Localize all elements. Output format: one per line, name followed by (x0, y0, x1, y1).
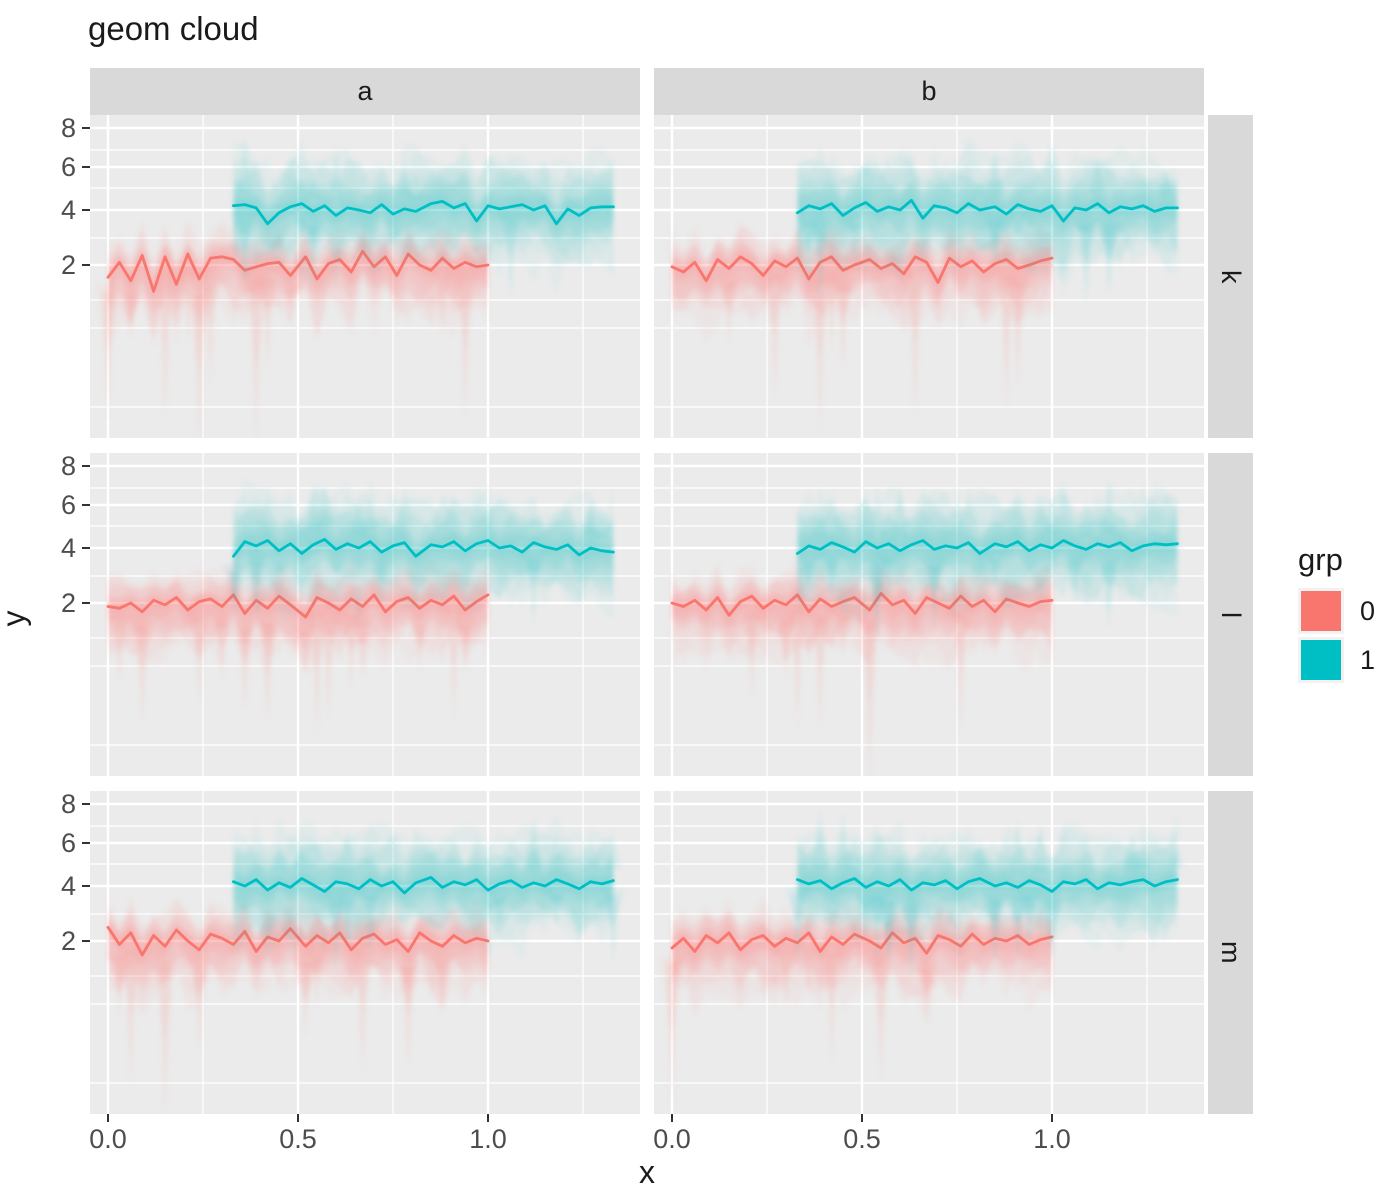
y-tick-mark (82, 547, 90, 549)
x-tick-label: 1.0 (469, 1124, 507, 1154)
x-axis-title: x (639, 1154, 655, 1190)
mean-line (795, 198, 1179, 223)
y-tick-mark (82, 940, 90, 942)
y-tick-mark (82, 166, 90, 168)
y-tick-label: 6 (60, 490, 76, 520)
cloud (784, 809, 1186, 979)
cloud (233, 814, 627, 974)
y-tick-label: 2 (60, 926, 76, 956)
panel-a-l (90, 453, 640, 776)
panel-a-l-canvas (90, 453, 640, 776)
y-tick-label: 2 (60, 250, 76, 280)
y-tick-label: 4 (60, 195, 76, 225)
y-tick-label: 4 (60, 871, 76, 901)
y-tick-label: 8 (60, 789, 76, 819)
facet-col-strip-a: a (90, 68, 640, 115)
x-tick-label: 0.5 (279, 1124, 317, 1154)
legend-entry-label-grp1: 1 (1360, 644, 1376, 675)
mean-line (231, 200, 615, 226)
x-tick-label: 1.0 (1033, 1124, 1071, 1154)
mean-line (231, 876, 615, 895)
facet-col-label-a: a (357, 76, 373, 106)
legend-key-grp0 (1298, 588, 1344, 634)
legend: grp 0 1 (1298, 542, 1375, 686)
panel-b-l-canvas (654, 453, 1204, 776)
y-axis-title: y (0, 611, 33, 627)
legend-entry-label-grp0: 0 (1360, 595, 1376, 626)
mean-line (106, 593, 490, 619)
y-tick-label: 8 (60, 451, 76, 481)
legend-title: grp (1298, 542, 1343, 577)
x-tick-mark (297, 1114, 299, 1122)
x-tick-label: 0.0 (653, 1124, 691, 1154)
facet-col-label-b: b (921, 76, 937, 106)
mean-line (795, 877, 1179, 893)
mean-line (795, 539, 1179, 555)
legend-swatch-grp0 (1301, 591, 1341, 631)
legend-entry-grp1: 1 (1298, 637, 1375, 683)
x-tick-mark (861, 1114, 863, 1122)
x-tick-mark (107, 1114, 109, 1122)
facet-row-strip-k: k (1208, 115, 1253, 438)
facet-row-strip-m: m (1208, 791, 1253, 1114)
panel-a-m-canvas (90, 791, 640, 1114)
x-tick-mark (1051, 1114, 1053, 1122)
facet-col-strip-b: b (654, 68, 1204, 115)
y-tick-mark (82, 504, 90, 506)
y-tick-mark (82, 127, 90, 129)
facet-row-strip-l: l (1208, 453, 1253, 776)
y-tick-mark (82, 465, 90, 467)
y-tick-label: 6 (60, 828, 76, 858)
x-tick-label: 0.0 (89, 1124, 127, 1154)
x-tick-mark (671, 1114, 673, 1122)
facet-row-label-m: m (1216, 941, 1246, 964)
y-tick-mark (82, 209, 90, 211)
y-tick-label: 6 (60, 152, 76, 182)
plot-title: geom cloud (88, 10, 259, 47)
panel-b-m-canvas (654, 791, 1204, 1114)
panel-b-m (654, 791, 1204, 1114)
panel-a-k-canvas (90, 115, 640, 438)
y-tick-mark (82, 803, 90, 805)
y-tick-mark (82, 842, 90, 844)
cloud (95, 218, 488, 438)
mean-line (231, 538, 615, 558)
legend-swatch-grp1 (1301, 640, 1341, 680)
panel-a-m (90, 791, 640, 1114)
y-tick-label: 2 (60, 588, 76, 618)
y-tick-label: 4 (60, 533, 76, 563)
panel-b-k-canvas (654, 115, 1204, 438)
panel-b-l (654, 453, 1204, 776)
y-tick-label: 8 (60, 113, 76, 143)
y-tick-mark (82, 885, 90, 887)
x-tick-mark (487, 1114, 489, 1122)
y-tick-mark (82, 602, 90, 604)
x-tick-label: 0.5 (843, 1124, 881, 1154)
facet-row-label-k: k (1216, 269, 1246, 284)
facet-row-label-l: l (1216, 611, 1246, 618)
legend-key-grp1 (1298, 637, 1344, 683)
panel-b-k (654, 115, 1204, 438)
panel-a-k (90, 115, 640, 438)
y-tick-mark (82, 264, 90, 266)
legend-entry-grp0: 0 (1298, 588, 1375, 634)
